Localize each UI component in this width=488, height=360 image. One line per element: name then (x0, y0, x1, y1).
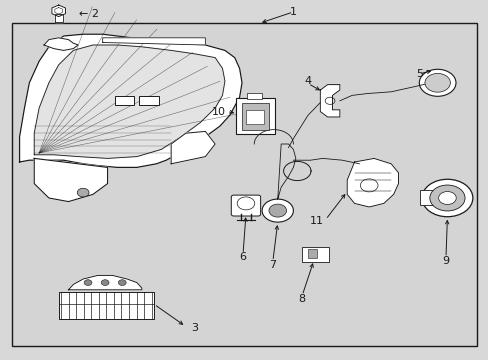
Text: 7: 7 (269, 260, 276, 270)
FancyBboxPatch shape (419, 190, 434, 205)
Polygon shape (20, 34, 242, 167)
FancyBboxPatch shape (236, 98, 274, 134)
Polygon shape (346, 158, 398, 207)
Text: ← 2: ← 2 (79, 9, 99, 19)
Text: 4: 4 (304, 76, 311, 86)
Circle shape (421, 179, 472, 217)
Text: 9: 9 (442, 256, 448, 266)
FancyBboxPatch shape (242, 103, 268, 130)
FancyBboxPatch shape (231, 195, 260, 216)
FancyBboxPatch shape (12, 23, 476, 346)
Circle shape (429, 185, 464, 211)
Ellipse shape (419, 69, 455, 96)
Text: 10: 10 (211, 107, 225, 117)
Circle shape (77, 188, 89, 197)
Polygon shape (102, 38, 205, 45)
Circle shape (262, 199, 293, 222)
FancyBboxPatch shape (245, 110, 264, 124)
Polygon shape (115, 96, 134, 105)
Polygon shape (52, 5, 65, 17)
FancyBboxPatch shape (246, 93, 261, 99)
Circle shape (84, 280, 92, 285)
Text: 6: 6 (239, 252, 246, 262)
FancyBboxPatch shape (307, 249, 316, 258)
Polygon shape (44, 38, 78, 50)
Polygon shape (68, 275, 142, 290)
Polygon shape (34, 158, 107, 202)
Polygon shape (139, 96, 159, 105)
Text: 8: 8 (298, 294, 305, 304)
Polygon shape (320, 85, 339, 117)
Text: 5: 5 (416, 69, 423, 79)
Circle shape (118, 280, 126, 285)
Polygon shape (34, 45, 224, 158)
Circle shape (101, 280, 109, 285)
Text: 11: 11 (309, 216, 323, 226)
FancyBboxPatch shape (302, 247, 328, 262)
Polygon shape (171, 131, 215, 164)
Text: 3: 3 (190, 323, 197, 333)
Ellipse shape (424, 73, 449, 92)
Circle shape (268, 204, 286, 217)
Polygon shape (55, 14, 62, 22)
Circle shape (438, 192, 455, 204)
FancyBboxPatch shape (59, 292, 154, 319)
Text: 1: 1 (289, 7, 296, 17)
